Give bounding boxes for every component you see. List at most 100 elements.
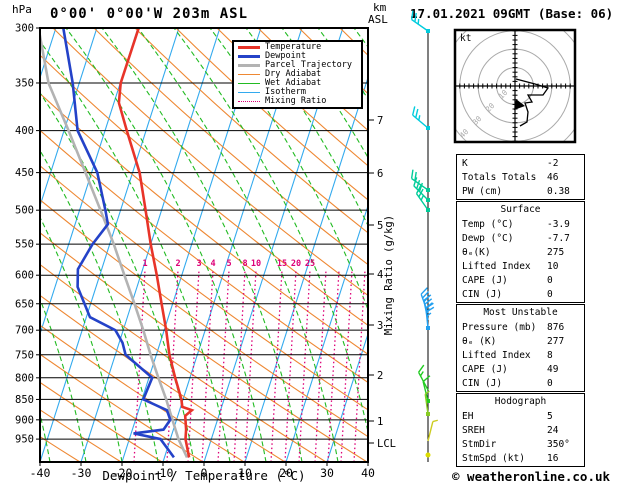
wind-barb-half-tick: [417, 18, 420, 25]
table-row: SREH 24: [457, 423, 584, 437]
dry-adiabat-line: [40, 92, 368, 355]
legend-item: Wet Adiabat: [234, 79, 361, 88]
table-section-title: Hodograph: [494, 396, 547, 407]
table-row-label: θₑ (K): [462, 335, 497, 347]
wind-barb-full-tick: [410, 169, 414, 179]
dry-adiabat-line: [40, 381, 163, 462]
mixing-ratio-value-label: 3: [196, 259, 201, 269]
pressure-tick-label: 600: [15, 270, 34, 282]
km-tick-label: 1: [377, 416, 383, 428]
wind-barb-stem: [427, 421, 434, 442]
wet-adiabat-line: [65, 28, 267, 462]
table-row-label: CIN (J): [462, 377, 503, 389]
legend-label: Dewpoint: [265, 51, 306, 61]
legend: Temperature Dewpoint Parcel Trajectory Dry …: [232, 40, 363, 109]
table-row-label: θₑ(K): [462, 246, 491, 258]
table-row-value: 275: [547, 246, 565, 258]
isotherm-line: [40, 28, 180, 462]
dry-adiabat-line: [40, 129, 368, 384]
legend-label: Wet Adiabat: [265, 78, 322, 88]
wet-adiabat-line: [101, 28, 303, 462]
wind-barb: [415, 185, 429, 211]
temperature-tick-label: 40: [361, 466, 375, 480]
wind-barb-full-tick: [424, 298, 433, 305]
table-row-label: Pressure (mb): [462, 321, 537, 333]
mixing-ratio-value-label: 2: [175, 259, 180, 269]
table-row: CAPE (J) 0: [457, 273, 584, 287]
altitude-unit-km-label: km: [373, 1, 387, 14]
wind-barb-half-tick: [424, 390, 430, 395]
temperature-tick-label: -30: [71, 466, 92, 480]
table-row-label: CIN (J): [462, 288, 503, 300]
mixing-ratio-line: [244, 269, 257, 462]
wind-barb-full-tick: [414, 12, 417, 22]
table-row: StmSpd (kt) 16: [457, 451, 584, 465]
table-row-value: 46: [547, 171, 559, 183]
dry-adiabat-line: [40, 232, 368, 462]
mixing-ratio-line: [270, 269, 283, 462]
table-row-value: 277: [547, 335, 565, 347]
table-row: Dewp (°C) -7.7: [457, 231, 584, 245]
table-row-value: 16: [547, 452, 559, 464]
table-row: PW (cm) 0.38: [457, 184, 584, 198]
temperature-tick-label: 10: [238, 466, 252, 480]
wind-barb: [410, 169, 429, 191]
pressure-tick-label: 550: [15, 239, 34, 251]
dry-adiabat-line: [134, 28, 368, 234]
wind-level-dot: [425, 452, 431, 458]
pressure-tick-label: 400: [15, 125, 34, 137]
temperature-tick-label: -40: [30, 466, 51, 480]
legend-label: Dry Adiabat: [265, 69, 322, 79]
wind-barb-full-tick: [425, 302, 434, 309]
indices-table-hodograph: Hodograph EH 5 SREH 24 StmDir 350° StmSpd (kt) 1…: [456, 393, 585, 467]
wind-level-marker: [426, 188, 430, 192]
mixing-ratio-line: [314, 269, 327, 462]
mixing-ratio-line: [217, 269, 230, 462]
wind-barb-stem: [424, 394, 429, 415]
table-row: CIN (J) 0: [457, 376, 584, 390]
dry-adiabat-line: [93, 28, 368, 266]
legend-item: Parcel Trajectory: [234, 61, 361, 70]
hodograph-unit-label: kt: [460, 33, 472, 44]
table-row-value: 0: [547, 377, 553, 389]
table-row: StmDir 350°: [457, 437, 584, 451]
table-row-label: PW (cm): [462, 185, 503, 197]
wind-level-marker: [426, 29, 430, 33]
wind-barb: [417, 364, 429, 391]
pressure-tick-label: 700: [15, 325, 34, 337]
pressure-tick-label: 300: [15, 23, 34, 35]
indices-table-surface: Surface Temp (°C) -3.9 Dewp (°C) -7.7 θₑ(K) 27…: [456, 201, 585, 303]
wind-barb-full-tick: [411, 106, 416, 116]
wind-barb-half-tick: [419, 371, 424, 377]
wind-barb-full-tick: [415, 108, 419, 118]
table-row: K -2: [457, 156, 584, 170]
legend-label: Isotherm: [265, 87, 306, 97]
mixing-ratio-line: [233, 269, 246, 462]
pressure-unit-label: hPa: [12, 3, 32, 16]
mixing-ratio-line: [327, 269, 340, 462]
temperature-curve: [117, 28, 195, 458]
hodograph-arrowhead: [514, 99, 525, 110]
legend-label: Temperature: [265, 42, 322, 52]
table-row-label: Lifted Index: [462, 260, 531, 272]
legend-swatch-dry-adiabat: [238, 74, 260, 75]
km-tick-label: 7: [377, 115, 383, 127]
mixing-ratio-line: [284, 269, 297, 462]
temperature-tick-label: 20: [279, 466, 293, 480]
table-row-value: -2: [547, 157, 559, 169]
hodograph-border: [453, 28, 577, 144]
wind-barb-full-tick: [418, 188, 424, 198]
table-row-label: CAPE (J): [462, 363, 508, 375]
wind-barb-full-tick: [414, 171, 417, 181]
table-row: Lifted Index 10: [457, 259, 584, 273]
temperature-tick-label: -20: [112, 466, 133, 480]
plot-border: [39, 27, 369, 463]
wind-barb-full-tick: [418, 182, 424, 192]
wind-barb-stem: [411, 18, 429, 32]
wind-barb: [425, 302, 435, 329]
pressure-tick-label: 900: [15, 414, 34, 426]
isotherm-line: [285, 203, 368, 462]
mixing-ratio-line: [201, 269, 214, 462]
wind-level-marker: [426, 126, 430, 130]
